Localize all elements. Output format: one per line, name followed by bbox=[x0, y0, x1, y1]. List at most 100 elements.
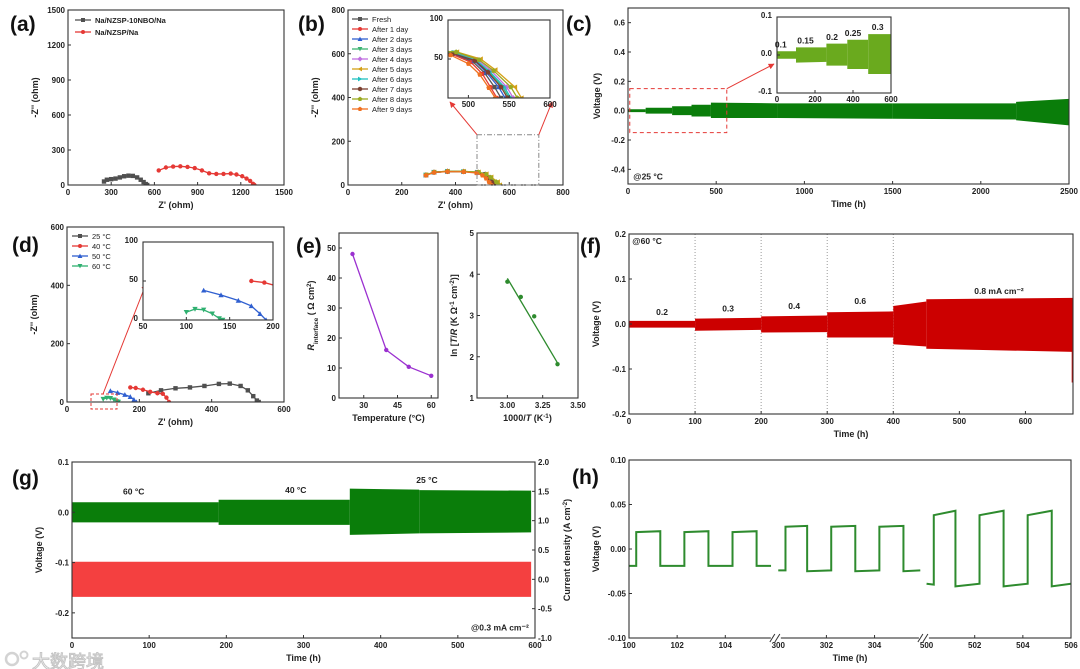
series-line bbox=[629, 530, 772, 567]
data-point bbox=[532, 314, 537, 319]
data-point bbox=[240, 174, 245, 179]
y-tick-label: 50 bbox=[434, 53, 443, 62]
data-point bbox=[319, 49, 324, 54]
chart-e1: 30 45 60 0 10 20 30 40 50 Temperature (°C) Rinterf… bbox=[306, 232, 439, 423]
x-tick-label: 500 bbox=[953, 417, 967, 426]
axes-frame bbox=[338, 232, 439, 399]
y-axis-label: ln [T/R (K Ω-1 cm-2)] bbox=[449, 274, 460, 356]
data-point bbox=[235, 297, 241, 303]
data-point bbox=[319, 49, 324, 54]
data-point bbox=[134, 175, 140, 180]
data-point bbox=[160, 391, 166, 397]
x-tick-label: 0 bbox=[66, 188, 71, 197]
y-tick-label: 0.0 bbox=[58, 508, 70, 517]
data-point bbox=[292, 294, 296, 298]
y-tick-label: 1 bbox=[470, 394, 475, 403]
data-point bbox=[145, 182, 150, 185]
y-tick-label: 100 bbox=[430, 14, 444, 23]
y-axis-label-part: ln [ bbox=[449, 343, 459, 357]
x-tick-label: 300 bbox=[821, 417, 835, 426]
data-point bbox=[81, 30, 85, 34]
x-tick-label: 150 bbox=[223, 322, 237, 331]
panel-label: (a) bbox=[10, 13, 36, 36]
data-point bbox=[192, 165, 197, 171]
annotation: 0.3 bbox=[722, 303, 734, 313]
signal-band bbox=[72, 502, 219, 523]
data-point bbox=[257, 311, 263, 316]
y-tick-label: 900 bbox=[52, 76, 66, 85]
legend-label: After 7 days bbox=[372, 85, 412, 94]
chart-h: 100 102 104 300 302 304 500 502 504 506 -0.10 -0.05… bbox=[591, 456, 1078, 663]
data-point bbox=[264, 317, 268, 320]
plot-marks bbox=[101, 164, 257, 185]
data-point bbox=[173, 386, 178, 391]
signal-band bbox=[827, 311, 894, 338]
y-right-tick-label: 2.0 bbox=[538, 458, 550, 467]
data-point bbox=[218, 292, 224, 298]
data-point bbox=[323, 287, 327, 291]
data-point bbox=[486, 85, 492, 90]
y-tick-label: 10 bbox=[327, 364, 336, 373]
x-tick-label: 1500 bbox=[275, 188, 293, 197]
data-point bbox=[294, 59, 300, 65]
data-point bbox=[448, 52, 453, 58]
x-tick-label: 300 bbox=[297, 641, 311, 650]
data-point bbox=[358, 27, 362, 31]
x-tick-label: 100 bbox=[688, 417, 702, 426]
annotation: 0.4 bbox=[788, 301, 800, 311]
x-tick-label: 600 bbox=[277, 405, 291, 414]
watermark-logo-icon bbox=[19, 650, 29, 660]
x-tick-label: 1500 bbox=[884, 187, 902, 196]
legend-label: 50 °C bbox=[92, 252, 111, 261]
plot-marks bbox=[629, 234, 1073, 414]
y-tick-label: -0.05 bbox=[608, 590, 627, 599]
data-point bbox=[319, 50, 324, 55]
signal-band bbox=[691, 104, 711, 117]
y-tick-label: 0.0 bbox=[761, 49, 773, 58]
y-axis-label-part: interface bbox=[313, 317, 320, 344]
y-axis-label-part: R bbox=[449, 328, 459, 335]
data-point bbox=[121, 174, 127, 179]
x-axis-label: Time (h) bbox=[831, 199, 866, 209]
data-point bbox=[78, 244, 82, 248]
data-point bbox=[495, 182, 502, 185]
y-axis-label-part: 2 bbox=[306, 283, 313, 287]
data-point bbox=[117, 175, 123, 180]
data-point bbox=[251, 393, 256, 399]
data-point bbox=[104, 177, 110, 182]
plot-marks bbox=[294, 49, 524, 98]
plot-marks bbox=[350, 251, 434, 378]
data-point bbox=[130, 173, 135, 179]
x-tick-label: 502 bbox=[968, 641, 982, 650]
plot-marks bbox=[777, 34, 891, 74]
zoom-arrow bbox=[538, 101, 553, 135]
annotation: 0.1 bbox=[775, 39, 787, 49]
y-axis-label: Voltage (V) bbox=[591, 526, 601, 572]
x-tick-label: 400 bbox=[846, 95, 860, 104]
x-axis-label: Time (h) bbox=[834, 429, 869, 439]
y-tick-label: 0 bbox=[341, 181, 346, 190]
data-point bbox=[461, 269, 465, 273]
x-tick-label: 400 bbox=[205, 405, 219, 414]
data-point bbox=[357, 47, 363, 52]
data-point bbox=[488, 182, 494, 185]
data-point bbox=[493, 179, 499, 185]
y-tick-label: 0.2 bbox=[614, 77, 626, 86]
y-tick-label: 50 bbox=[129, 275, 138, 284]
annotation: @0.3 mA cm⁻² bbox=[471, 622, 529, 632]
y-right-axis-label-part: -2 bbox=[562, 501, 569, 507]
y-tick-label: 0 bbox=[332, 394, 337, 403]
x-tick-label: 0 bbox=[346, 188, 351, 197]
data-point bbox=[319, 51, 324, 56]
data-point bbox=[514, 95, 520, 98]
x-tick-label: 600 bbox=[1019, 417, 1033, 426]
x-tick-label: 400 bbox=[887, 417, 901, 426]
series-line bbox=[351, 253, 432, 377]
x-tick-label: 600 bbox=[543, 100, 557, 109]
x-tick-label: 50 bbox=[139, 322, 148, 331]
y-axis-label: Voltage (V) bbox=[592, 73, 602, 119]
y-tick-label: 400 bbox=[332, 94, 346, 103]
x-tick-label: 2000 bbox=[972, 187, 990, 196]
